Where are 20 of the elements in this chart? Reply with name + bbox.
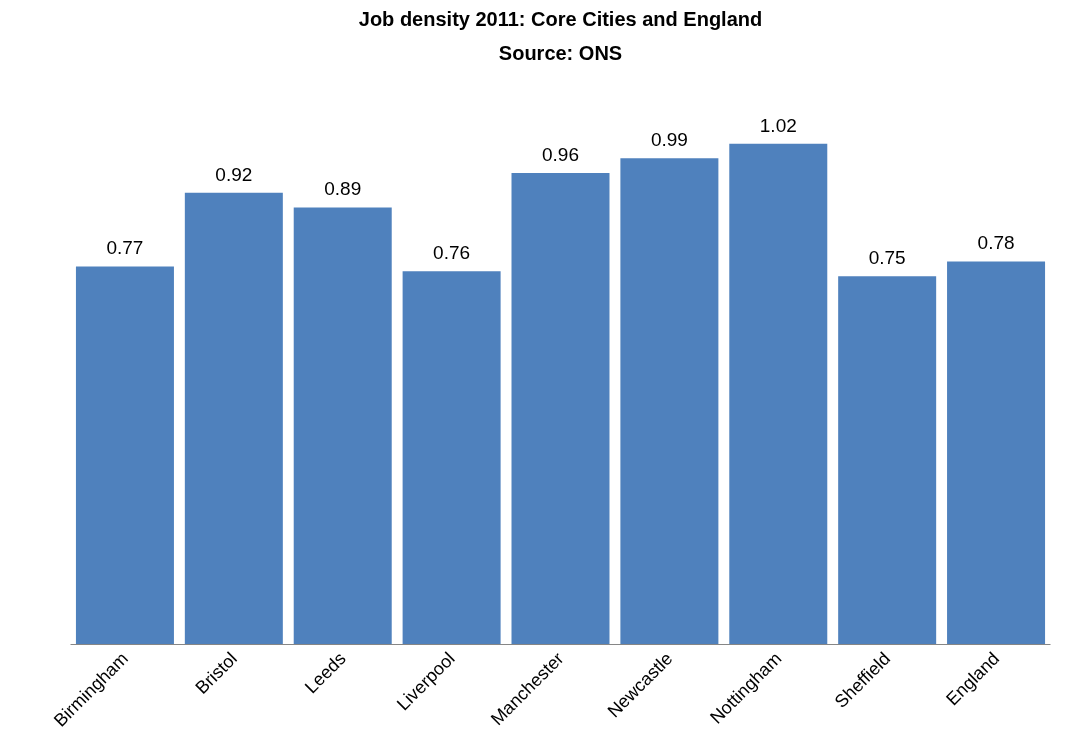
bar xyxy=(184,192,283,645)
data-label: 0.75 xyxy=(868,247,906,269)
bar xyxy=(620,158,719,645)
chart-subtitle: Source: ONS xyxy=(498,41,623,64)
data-label: 0.76 xyxy=(433,242,471,264)
bar xyxy=(293,207,392,645)
bar xyxy=(402,271,501,645)
bar xyxy=(838,276,937,645)
bar xyxy=(947,261,1046,645)
data-label: 0.78 xyxy=(977,232,1015,254)
data-label: 0.96 xyxy=(542,144,579,166)
data-label: 0.99 xyxy=(650,129,688,151)
data-label: 1.02 xyxy=(759,114,797,136)
data-label: 0.92 xyxy=(215,163,253,185)
chart-title: Job density 2011: Core Cities and England xyxy=(358,7,763,30)
data-label: 0.77 xyxy=(106,237,144,259)
data-label: 0.89 xyxy=(324,178,362,200)
bar xyxy=(511,173,610,645)
bar xyxy=(75,266,174,645)
bar xyxy=(729,143,828,645)
